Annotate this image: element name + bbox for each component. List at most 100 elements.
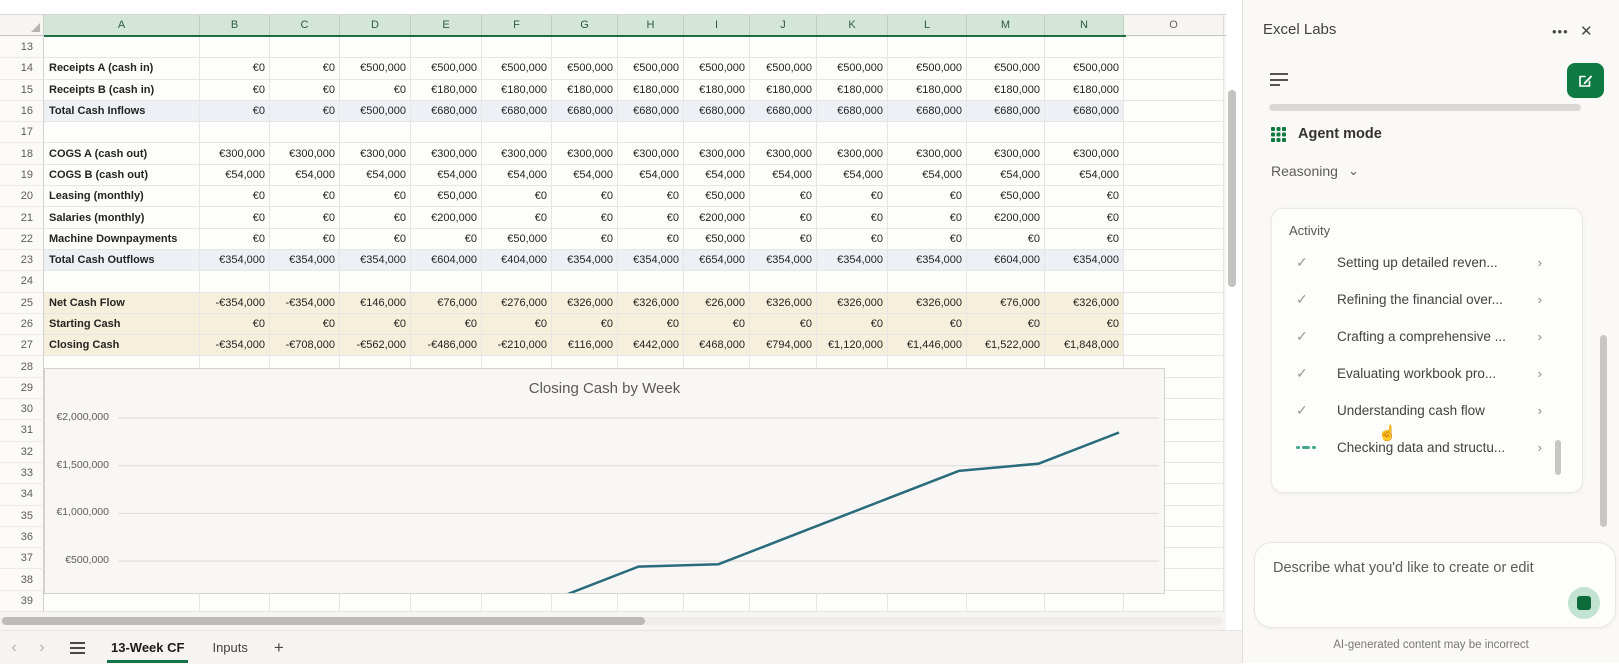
prompt-input[interactable]: Describe what you'd like to create or ed… bbox=[1254, 542, 1616, 628]
cell-N25[interactable]: €326,000 bbox=[1045, 292, 1124, 314]
cell-O17[interactable] bbox=[1124, 122, 1224, 144]
row-header-32[interactable]: 32 bbox=[0, 441, 44, 463]
cell-G20[interactable]: €0 bbox=[552, 186, 618, 208]
cell-K39[interactable] bbox=[817, 590, 888, 613]
cell-M16[interactable]: €680,000 bbox=[967, 100, 1045, 123]
cell-N17[interactable] bbox=[1045, 122, 1124, 144]
cell-E19[interactable]: €54,000 bbox=[411, 164, 482, 187]
cell-B19[interactable]: €54,000 bbox=[200, 164, 270, 187]
cell-K14[interactable]: €500,000 bbox=[817, 58, 888, 80]
cell-F27[interactable]: -€210,000 bbox=[482, 335, 552, 357]
cell-B17[interactable] bbox=[200, 122, 270, 144]
cell-K21[interactable]: €0 bbox=[817, 207, 888, 229]
cell-J27[interactable]: €794,000 bbox=[750, 335, 817, 357]
cell-C16[interactable]: €0 bbox=[270, 100, 340, 123]
row-header-21[interactable]: 21 bbox=[0, 207, 44, 229]
cell-J13[interactable] bbox=[750, 37, 817, 59]
cell-B39[interactable] bbox=[200, 590, 270, 613]
cell-B13[interactable] bbox=[200, 37, 270, 59]
cell-G25[interactable]: €326,000 bbox=[552, 292, 618, 314]
row-header-28[interactable]: 28 bbox=[0, 356, 44, 378]
cell-F19[interactable]: €54,000 bbox=[482, 164, 552, 187]
row-header-25[interactable]: 25 bbox=[0, 292, 44, 314]
cell-B21[interactable]: €0 bbox=[200, 207, 270, 229]
cell-C13[interactable] bbox=[270, 37, 340, 59]
cell-J25[interactable]: €326,000 bbox=[750, 292, 817, 314]
cell-H27[interactable]: €442,000 bbox=[618, 335, 684, 357]
row-header-37[interactable]: 37 bbox=[0, 548, 44, 570]
cell-M25[interactable]: €76,000 bbox=[967, 292, 1045, 314]
column-header-L[interactable]: L bbox=[888, 15, 967, 35]
cell-C27[interactable]: -€708,000 bbox=[270, 335, 340, 357]
row-header-31[interactable]: 31 bbox=[0, 420, 44, 442]
cell-A20[interactable]: Leasing (monthly) bbox=[44, 186, 200, 208]
row-header-23[interactable]: 23 bbox=[0, 249, 44, 272]
activity-scrollbar-thumb[interactable] bbox=[1555, 440, 1561, 475]
row-header-18[interactable]: 18 bbox=[0, 143, 44, 165]
cell-E26[interactable]: €0 bbox=[411, 313, 482, 336]
cell-L19[interactable]: €54,000 bbox=[888, 164, 967, 187]
cell-I15[interactable]: €180,000 bbox=[684, 79, 750, 101]
cell-F22[interactable]: €50,000 bbox=[482, 228, 552, 250]
cell-K25[interactable]: €326,000 bbox=[817, 292, 888, 314]
cell-K24[interactable] bbox=[817, 271, 888, 293]
cell-G26[interactable]: €0 bbox=[552, 313, 618, 336]
row-header-20[interactable]: 20 bbox=[0, 186, 44, 208]
cell-M22[interactable]: €0 bbox=[967, 228, 1045, 250]
row-header-24[interactable]: 24 bbox=[0, 271, 44, 293]
cell-H13[interactable] bbox=[618, 37, 684, 59]
cell-G24[interactable] bbox=[552, 271, 618, 293]
cell-A14[interactable]: Receipts A (cash in) bbox=[44, 58, 200, 80]
cell-B20[interactable]: €0 bbox=[200, 186, 270, 208]
sheet-nav-back-icon[interactable]: ‹ bbox=[11, 638, 17, 656]
cell-F15[interactable]: €180,000 bbox=[482, 79, 552, 101]
cell-A24[interactable] bbox=[44, 271, 200, 293]
cell-A23[interactable]: Total Cash Outflows bbox=[44, 249, 200, 272]
cell-L24[interactable] bbox=[888, 271, 967, 293]
cell-C15[interactable]: €0 bbox=[270, 79, 340, 101]
cell-J18[interactable]: €300,000 bbox=[750, 143, 817, 165]
row-header-26[interactable]: 26 bbox=[0, 313, 44, 336]
cell-I23[interactable]: €654,000 bbox=[684, 249, 750, 272]
reasoning-dropdown[interactable]: Reasoning ⌄ bbox=[1271, 163, 1359, 179]
cell-H20[interactable]: €0 bbox=[618, 186, 684, 208]
cell-C39[interactable] bbox=[270, 590, 340, 613]
row-header-29[interactable]: 29 bbox=[0, 377, 44, 400]
cell-F17[interactable] bbox=[482, 122, 552, 144]
cell-D22[interactable]: €0 bbox=[340, 228, 411, 250]
cell-B23[interactable]: €354,000 bbox=[200, 249, 270, 272]
cell-G16[interactable]: €680,000 bbox=[552, 100, 618, 123]
cell-D16[interactable]: €500,000 bbox=[340, 100, 411, 123]
cell-H19[interactable]: €54,000 bbox=[618, 164, 684, 187]
more-options-icon[interactable]: ••• bbox=[1552, 24, 1569, 39]
cell-L16[interactable]: €680,000 bbox=[888, 100, 967, 123]
cell-B14[interactable]: €0 bbox=[200, 58, 270, 80]
cell-J17[interactable] bbox=[750, 122, 817, 144]
cell-I26[interactable]: €0 bbox=[684, 313, 750, 336]
cell-N18[interactable]: €300,000 bbox=[1045, 143, 1124, 165]
row-header-34[interactable]: 34 bbox=[0, 484, 44, 506]
cell-I13[interactable] bbox=[684, 37, 750, 59]
cell-I16[interactable]: €680,000 bbox=[684, 100, 750, 123]
cell-A27[interactable]: Closing Cash bbox=[44, 335, 200, 357]
cell-L23[interactable]: €354,000 bbox=[888, 249, 967, 272]
cell-J15[interactable]: €180,000 bbox=[750, 79, 817, 101]
column-header-J[interactable]: J bbox=[750, 15, 817, 35]
cell-B26[interactable]: €0 bbox=[200, 313, 270, 336]
cell-N15[interactable]: €180,000 bbox=[1045, 79, 1124, 101]
cell-O20[interactable] bbox=[1124, 186, 1224, 208]
cell-A15[interactable]: Receipts B (cash in) bbox=[44, 79, 200, 101]
cell-F21[interactable]: €0 bbox=[482, 207, 552, 229]
column-header-N[interactable]: N bbox=[1045, 15, 1124, 35]
row-header-13[interactable]: 13 bbox=[0, 37, 44, 59]
cell-C22[interactable]: €0 bbox=[270, 228, 340, 250]
cell-A21[interactable]: Salaries (monthly) bbox=[44, 207, 200, 229]
horizontal-scrollbar-thumb[interactable] bbox=[2, 617, 645, 625]
cell-H22[interactable]: €0 bbox=[618, 228, 684, 250]
column-header-I[interactable]: I bbox=[684, 15, 750, 35]
cell-L26[interactable]: €0 bbox=[888, 313, 967, 336]
cell-H17[interactable] bbox=[618, 122, 684, 144]
cell-K26[interactable]: €0 bbox=[817, 313, 888, 336]
cell-C21[interactable]: €0 bbox=[270, 207, 340, 229]
activity-item-2[interactable]: ✓ Refining the financial over... › bbox=[1272, 286, 1582, 312]
